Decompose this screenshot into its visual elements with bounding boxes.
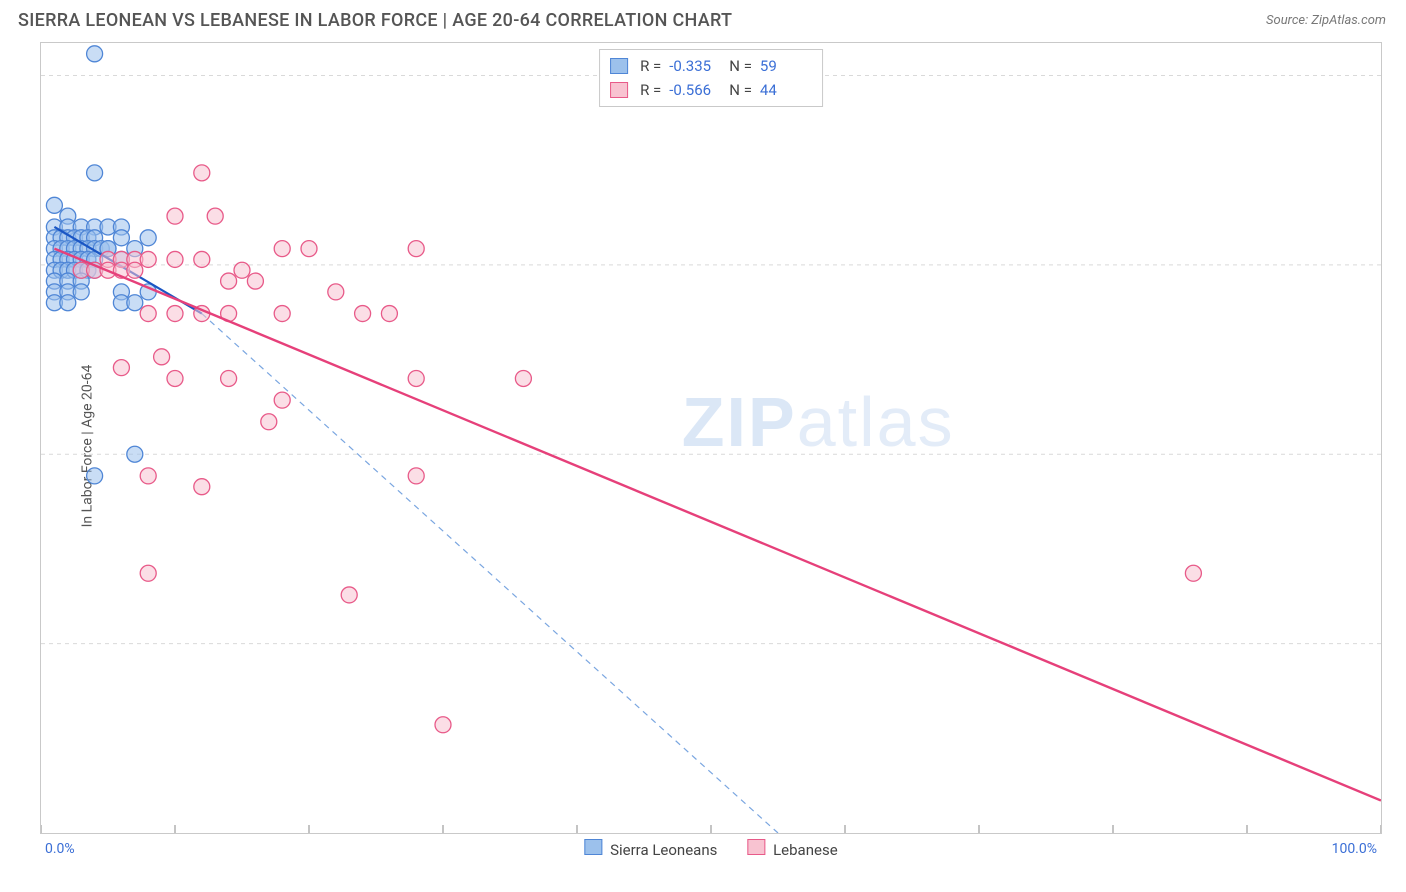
scatter-svg: [41, 43, 1381, 833]
swatch-icon: [610, 82, 628, 98]
legend-label: Sierra Leoneans: [610, 841, 717, 859]
swatch-icon: [610, 58, 628, 74]
swatch-icon: [584, 839, 602, 855]
n-value: 59: [760, 54, 812, 78]
title-bar: SIERRA LEONEAN VS LEBANESE IN LABOR FORC…: [0, 0, 1406, 37]
x-tick-max: 100.0%: [1332, 841, 1377, 857]
legend-label: Lebanese: [773, 841, 838, 859]
y-tick-label: 82.5%: [1393, 257, 1406, 273]
n-label: N =: [729, 54, 752, 78]
n-label: N =: [729, 78, 752, 102]
legend-item: Lebanese: [747, 839, 837, 859]
y-tick-label: 65.0%: [1393, 446, 1406, 462]
r-label: R =: [640, 78, 661, 102]
r-value: -0.566: [669, 78, 721, 102]
legend-row: R = -0.335 N = 59: [610, 54, 812, 78]
swatch-icon: [747, 839, 765, 855]
series-legend: Sierra Leoneans Lebanese: [584, 839, 837, 859]
chart-title: SIERRA LEONEAN VS LEBANESE IN LABOR FORC…: [18, 10, 732, 31]
r-label: R =: [640, 54, 661, 78]
plot-area: ZIPatlas R = -0.335 N = 59 R = -0.566 N …: [40, 42, 1382, 834]
y-tick-label: 100.0%: [1393, 67, 1406, 83]
r-value: -0.335: [669, 54, 721, 78]
n-value: 44: [760, 78, 812, 102]
legend-item: Sierra Leoneans: [584, 839, 717, 859]
correlation-legend: R = -0.335 N = 59 R = -0.566 N = 44: [599, 49, 823, 107]
legend-row: R = -0.566 N = 44: [610, 78, 812, 102]
x-tick-min: 0.0%: [45, 841, 75, 857]
y-tick-label: 47.5%: [1393, 636, 1406, 652]
source-attribution: Source: ZipAtlas.com: [1266, 13, 1386, 28]
